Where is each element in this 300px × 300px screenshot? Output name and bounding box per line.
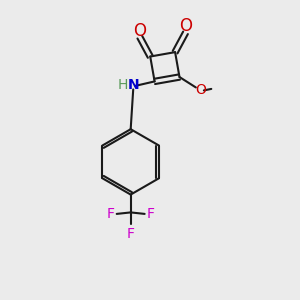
Text: F: F: [127, 227, 135, 241]
Text: N: N: [128, 78, 139, 92]
Text: H: H: [117, 78, 128, 92]
Text: O: O: [133, 22, 146, 40]
Text: O: O: [195, 83, 206, 98]
Text: O: O: [179, 17, 192, 35]
Text: F: F: [107, 207, 115, 221]
Text: F: F: [147, 207, 154, 221]
